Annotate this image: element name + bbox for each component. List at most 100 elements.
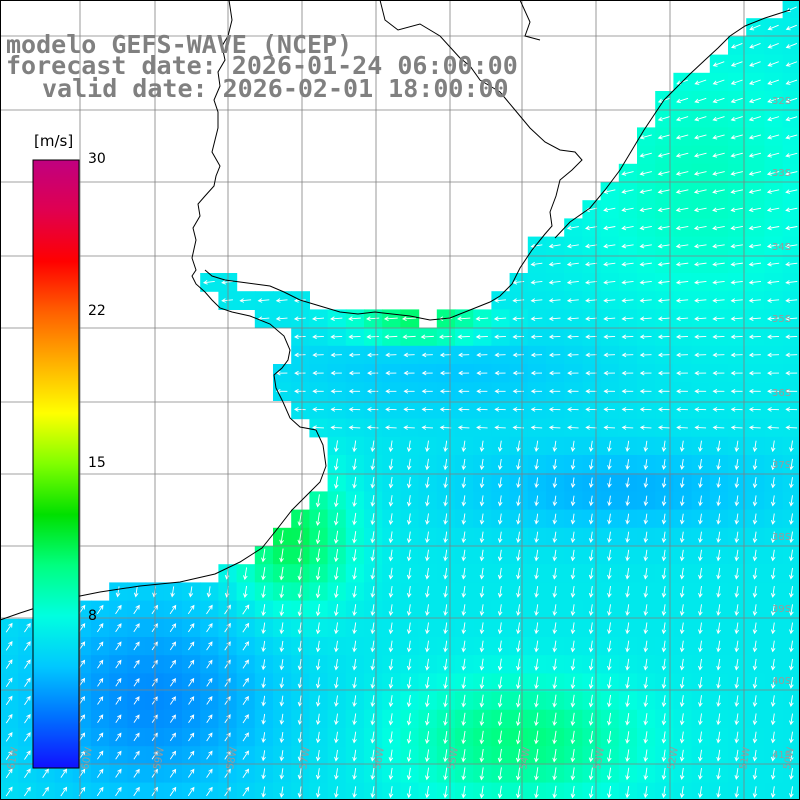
wind-arrow xyxy=(607,549,612,562)
wind-arrow xyxy=(748,352,761,358)
wind-arrow xyxy=(716,640,721,653)
wind-arrow xyxy=(443,640,448,653)
wind-arrow xyxy=(693,207,707,213)
wind-arrow xyxy=(494,370,506,376)
wind-arrow xyxy=(767,425,779,430)
wind-arrow xyxy=(403,370,415,376)
wind-arrow xyxy=(730,207,743,213)
wind-arrow xyxy=(443,531,448,544)
wind-arrow xyxy=(187,604,195,615)
wind-arrow xyxy=(352,440,357,453)
wind-arrow xyxy=(425,640,430,653)
wind-arrow xyxy=(115,714,122,723)
wind-arrow xyxy=(370,677,376,689)
wind-arrow xyxy=(767,370,779,376)
wind-arrow xyxy=(206,677,213,687)
wind-arrow xyxy=(625,459,630,470)
wind-arrow xyxy=(169,786,177,797)
wind-arrow xyxy=(425,731,430,744)
wind-arrow xyxy=(789,477,794,489)
wind-arrow xyxy=(625,767,630,781)
wind-arrow xyxy=(406,676,412,689)
wind-arrow xyxy=(588,604,594,617)
wind-arrow xyxy=(625,567,630,580)
wind-arrow xyxy=(425,567,430,580)
wind-arrow xyxy=(334,604,339,617)
wind-arrow xyxy=(734,622,740,635)
wind-arrow xyxy=(625,694,630,708)
wind-arrow xyxy=(170,586,175,598)
wind-arrow xyxy=(370,749,376,762)
wind-arrow xyxy=(169,641,177,651)
wind-arrow xyxy=(370,476,376,489)
wind-arrow xyxy=(588,549,594,562)
wind-arrow xyxy=(643,786,649,799)
wind-arrow xyxy=(334,658,339,671)
wind-arrow xyxy=(187,786,195,797)
wind-arrow xyxy=(679,676,685,689)
wind-arrow xyxy=(661,495,667,507)
wind-arrow xyxy=(370,658,376,671)
wind-arrow xyxy=(421,425,434,430)
wind-arrow xyxy=(352,768,357,780)
wind-arrow xyxy=(570,440,576,452)
wind-arrow xyxy=(388,458,394,471)
wind-arrow xyxy=(497,604,503,617)
wind-arrow xyxy=(206,732,213,742)
wind-arrow xyxy=(698,495,703,507)
wind-arrow xyxy=(639,189,652,194)
wind-arrow xyxy=(461,495,467,507)
wind-arrow xyxy=(133,659,140,669)
wind-arrow xyxy=(657,243,671,249)
wind-arrow xyxy=(752,604,758,617)
wind-arrow xyxy=(461,749,466,763)
wind-arrow xyxy=(352,585,357,599)
wind-arrow xyxy=(643,622,649,635)
wind-arrow xyxy=(315,768,321,780)
wind-arrow xyxy=(748,407,761,412)
wind-arrow xyxy=(730,316,743,321)
wind-arrow xyxy=(698,477,703,489)
wind-arrow xyxy=(516,567,521,580)
wind-arrow xyxy=(476,370,488,376)
wind-arrow xyxy=(534,567,539,580)
wind-arrow xyxy=(698,677,703,689)
wind-arrow xyxy=(789,677,794,689)
wind-arrow xyxy=(479,440,485,453)
wind-arrow xyxy=(679,440,685,453)
wind-arrow xyxy=(257,298,270,303)
wind-arrow xyxy=(534,767,539,781)
wind-arrow xyxy=(96,768,104,778)
wind-arrow xyxy=(639,388,652,394)
wind-arrow xyxy=(730,352,743,358)
wind-arrow xyxy=(625,604,630,617)
wind-arrow xyxy=(639,207,652,213)
wind-arrow xyxy=(603,316,616,321)
wind-arrow xyxy=(293,316,306,321)
wind-arrow xyxy=(770,549,776,562)
wind-arrow xyxy=(657,280,671,285)
wind-arrow xyxy=(770,658,776,671)
wind-arrow xyxy=(497,767,503,781)
wind-arrow xyxy=(297,548,303,563)
wind-arrow xyxy=(789,786,794,799)
wind-arrow xyxy=(789,658,794,671)
wind-arrow xyxy=(97,677,104,687)
wind-arrow xyxy=(133,768,140,778)
wind-arrow xyxy=(552,477,558,489)
wind-arrow xyxy=(643,531,649,544)
wind-arrow xyxy=(767,388,779,394)
wind-arrow xyxy=(730,152,743,158)
wind-arrow xyxy=(97,714,104,723)
wind-arrow xyxy=(206,604,213,615)
wind-arrow xyxy=(352,749,357,762)
wind-arrow xyxy=(548,334,561,340)
wind-arrow xyxy=(534,604,539,617)
wind-arrow xyxy=(497,531,503,544)
wind-arrow xyxy=(515,748,521,763)
wind-arrow xyxy=(675,316,689,321)
wind-arrow xyxy=(661,676,667,689)
wind-arrow xyxy=(5,732,13,742)
wind-arrow xyxy=(789,749,794,762)
wind-arrow xyxy=(297,585,303,599)
